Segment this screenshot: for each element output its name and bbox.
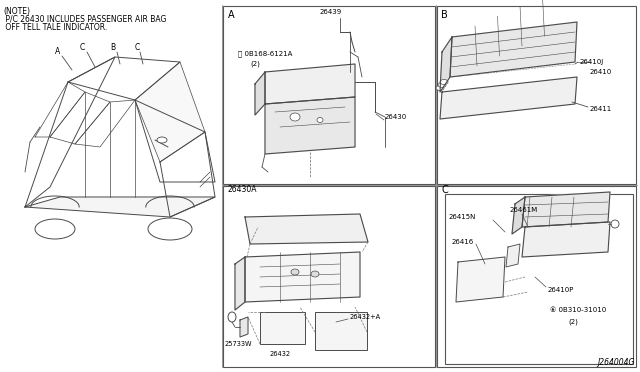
Text: 26461M: 26461M [510, 207, 538, 213]
Polygon shape [456, 257, 505, 302]
Polygon shape [450, 22, 577, 77]
Polygon shape [512, 197, 525, 234]
Polygon shape [68, 57, 180, 100]
Polygon shape [522, 192, 610, 227]
Text: (NOTE): (NOTE) [3, 7, 30, 16]
Polygon shape [440, 77, 577, 119]
Polygon shape [245, 252, 360, 302]
Text: ⑥ 0B310-31010: ⑥ 0B310-31010 [550, 307, 606, 313]
Text: 26430: 26430 [385, 114, 407, 120]
Text: OFF TELL TALE INDICATOR.: OFF TELL TALE INDICATOR. [3, 23, 108, 32]
Bar [260, 312, 305, 344]
Ellipse shape [157, 137, 167, 143]
Ellipse shape [440, 80, 448, 84]
Polygon shape [25, 57, 115, 207]
Polygon shape [160, 132, 215, 217]
Text: J264004G: J264004G [598, 358, 635, 367]
Polygon shape [522, 222, 610, 257]
Ellipse shape [228, 312, 236, 322]
Bar [223, 6, 435, 184]
Text: B: B [110, 42, 115, 51]
Text: B: B [441, 10, 448, 20]
Text: 26432: 26432 [270, 351, 291, 357]
Polygon shape [25, 197, 215, 217]
Text: 26411: 26411 [590, 106, 612, 112]
Ellipse shape [291, 269, 299, 275]
Text: 25733W: 25733W [225, 341, 253, 347]
Ellipse shape [311, 271, 319, 277]
Text: C: C [135, 42, 140, 51]
Ellipse shape [317, 118, 323, 122]
Text: 26439: 26439 [320, 9, 342, 15]
Ellipse shape [436, 86, 444, 90]
Text: C: C [441, 185, 448, 195]
Bar [445, 194, 633, 364]
Text: 26410J: 26410J [580, 59, 604, 65]
Text: Ⓑ 0B168-6121A: Ⓑ 0B168-6121A [238, 51, 292, 57]
Bar [223, 186, 435, 367]
Text: 26415N: 26415N [449, 214, 476, 220]
Polygon shape [265, 64, 355, 104]
Text: (2): (2) [250, 61, 260, 67]
Text: C: C [80, 42, 85, 51]
Polygon shape [240, 317, 248, 337]
Text: A: A [228, 10, 235, 20]
Text: 26410: 26410 [590, 69, 612, 75]
Polygon shape [235, 257, 245, 310]
Text: 26432+A: 26432+A [350, 314, 381, 320]
Polygon shape [255, 72, 265, 115]
Ellipse shape [611, 220, 619, 228]
Bar [437, 6, 636, 184]
Text: (2): (2) [568, 319, 578, 325]
Text: 26410P: 26410P [548, 287, 574, 293]
Bar [315, 312, 367, 350]
Polygon shape [245, 214, 368, 244]
Ellipse shape [290, 113, 300, 121]
Polygon shape [265, 97, 355, 154]
Bar [437, 186, 636, 367]
Polygon shape [506, 244, 520, 267]
Text: 26430A: 26430A [228, 186, 257, 195]
Ellipse shape [438, 83, 446, 87]
Text: A: A [55, 48, 60, 57]
Text: P/C 26430 INCLUDES PASSENGER AIR BAG: P/C 26430 INCLUDES PASSENGER AIR BAG [3, 15, 166, 24]
Polygon shape [440, 37, 452, 92]
Polygon shape [135, 62, 205, 162]
Polygon shape [135, 100, 215, 182]
Text: 26416: 26416 [452, 239, 474, 245]
